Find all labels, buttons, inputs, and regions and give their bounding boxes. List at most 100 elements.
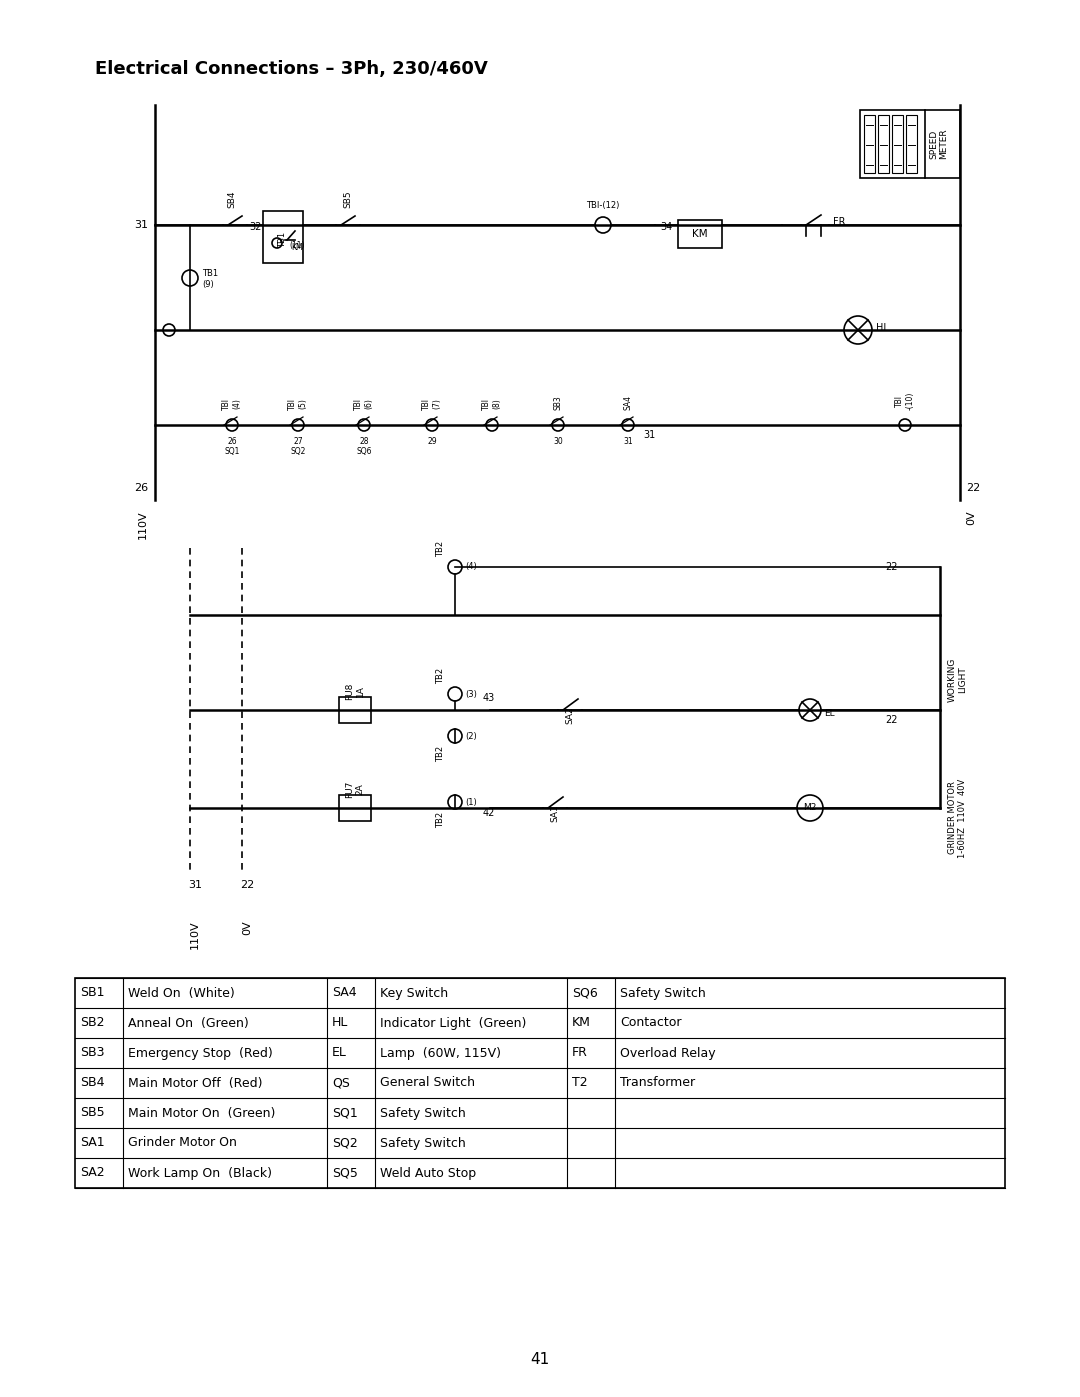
Text: SA1: SA1 bbox=[551, 805, 559, 821]
Text: SQ6: SQ6 bbox=[572, 986, 597, 999]
Text: SA1: SA1 bbox=[80, 1137, 105, 1150]
Text: TB2: TB2 bbox=[436, 541, 446, 557]
Text: Safety Switch: Safety Switch bbox=[620, 986, 705, 999]
Bar bbox=[678, 219, 723, 249]
Text: SB4: SB4 bbox=[228, 190, 237, 208]
Text: Main Motor Off  (Red): Main Motor Off (Red) bbox=[129, 1077, 262, 1090]
Text: SB3: SB3 bbox=[80, 1046, 105, 1059]
Text: TBI
(4): TBI (4) bbox=[222, 398, 242, 409]
Text: GRINDER MOTOR
1-60HZ  110V  40V: GRINDER MOTOR 1-60HZ 110V 40V bbox=[948, 778, 968, 858]
Text: (4): (4) bbox=[465, 563, 476, 571]
Text: EL: EL bbox=[332, 1046, 347, 1059]
Text: 41: 41 bbox=[530, 1352, 550, 1368]
Text: WORKING
LIGHT: WORKING LIGHT bbox=[948, 658, 968, 703]
Text: Weld On  (White): Weld On (White) bbox=[129, 986, 234, 999]
Text: Safety Switch: Safety Switch bbox=[380, 1106, 465, 1119]
Text: 27
SQ2: 27 SQ2 bbox=[291, 437, 306, 457]
Text: Safety Switch: Safety Switch bbox=[380, 1137, 465, 1150]
Text: HL: HL bbox=[876, 323, 889, 332]
Text: TBI
(8): TBI (8) bbox=[483, 398, 502, 409]
Text: 110V: 110V bbox=[190, 921, 200, 949]
Text: SQ1: SQ1 bbox=[332, 1106, 357, 1119]
Text: Overload Relay: Overload Relay bbox=[620, 1046, 716, 1059]
Text: (1): (1) bbox=[465, 798, 476, 806]
Text: (11): (11) bbox=[289, 242, 305, 250]
Text: 32: 32 bbox=[249, 222, 261, 232]
Text: (2): (2) bbox=[465, 732, 476, 740]
Text: 29: 29 bbox=[428, 437, 436, 446]
Text: QS: QS bbox=[332, 1077, 350, 1090]
Text: TBI-(12): TBI-(12) bbox=[586, 201, 620, 210]
Text: TB1: TB1 bbox=[279, 232, 287, 249]
Text: 31: 31 bbox=[134, 219, 148, 231]
Text: Main Motor On  (Green): Main Motor On (Green) bbox=[129, 1106, 275, 1119]
Text: 26
SQ1: 26 SQ1 bbox=[225, 437, 240, 457]
Text: 22: 22 bbox=[966, 483, 981, 493]
Text: TB2: TB2 bbox=[436, 812, 446, 828]
Text: 22: 22 bbox=[885, 562, 897, 571]
Bar bbox=[339, 795, 372, 821]
Text: 34: 34 bbox=[660, 222, 672, 232]
Text: Indicator Light  (Green): Indicator Light (Green) bbox=[380, 1017, 526, 1030]
Text: Weld Auto Stop: Weld Auto Stop bbox=[380, 1166, 476, 1179]
Text: Anneal On  (Green): Anneal On (Green) bbox=[129, 1017, 248, 1030]
Text: 42: 42 bbox=[483, 807, 496, 819]
Text: SA4: SA4 bbox=[623, 395, 633, 409]
Text: 30: 30 bbox=[553, 437, 563, 446]
Text: Lamp  (60W, 115V): Lamp (60W, 115V) bbox=[380, 1046, 501, 1059]
Bar bbox=[75, 978, 1005, 1187]
Text: 110V: 110V bbox=[138, 510, 148, 539]
Bar bbox=[892, 115, 903, 173]
Text: 0V: 0V bbox=[966, 510, 976, 525]
Text: SQ2: SQ2 bbox=[332, 1137, 357, 1150]
Text: SA2: SA2 bbox=[566, 707, 575, 724]
Bar bbox=[339, 697, 372, 724]
Text: 43: 43 bbox=[483, 693, 496, 703]
Text: KM: KM bbox=[291, 243, 302, 251]
Text: HL: HL bbox=[332, 1017, 349, 1030]
Text: EL: EL bbox=[824, 710, 835, 718]
Text: Work Lamp On  (Black): Work Lamp On (Black) bbox=[129, 1166, 272, 1179]
Text: TB2: TB2 bbox=[436, 746, 446, 763]
Text: General Switch: General Switch bbox=[380, 1077, 475, 1090]
Text: 22: 22 bbox=[885, 715, 897, 725]
Text: SQ5: SQ5 bbox=[332, 1166, 357, 1179]
Text: 26: 26 bbox=[134, 483, 148, 493]
Text: SPEED
METER: SPEED METER bbox=[929, 129, 948, 159]
Text: 31: 31 bbox=[623, 437, 633, 446]
Text: Emergency Stop  (Red): Emergency Stop (Red) bbox=[129, 1046, 273, 1059]
Text: SB5: SB5 bbox=[80, 1106, 105, 1119]
Text: FU8
1A: FU8 1A bbox=[346, 683, 365, 700]
Bar bbox=[864, 115, 875, 173]
Text: TBI
(7): TBI (7) bbox=[422, 398, 442, 409]
Bar bbox=[906, 115, 917, 173]
Text: Electrical Connections – 3Ph, 230/460V: Electrical Connections – 3Ph, 230/460V bbox=[95, 60, 488, 78]
Text: 22: 22 bbox=[240, 880, 254, 890]
Text: (3): (3) bbox=[465, 690, 477, 698]
Text: TBI
-(10): TBI -(10) bbox=[895, 391, 915, 409]
Text: TBI
(6): TBI (6) bbox=[354, 398, 374, 409]
Text: Transformer: Transformer bbox=[620, 1077, 696, 1090]
Text: SA4: SA4 bbox=[332, 986, 356, 999]
Bar bbox=[860, 110, 924, 177]
Text: T2: T2 bbox=[572, 1077, 588, 1090]
Bar bbox=[878, 115, 889, 173]
Text: TBI
(5): TBI (5) bbox=[288, 398, 308, 409]
Text: 31: 31 bbox=[643, 430, 656, 440]
Text: SA2: SA2 bbox=[80, 1166, 105, 1179]
Text: Contactor: Contactor bbox=[620, 1017, 681, 1030]
Text: SB5: SB5 bbox=[343, 190, 352, 208]
Text: SB4: SB4 bbox=[80, 1077, 105, 1090]
Text: Grinder Motor On: Grinder Motor On bbox=[129, 1137, 237, 1150]
Text: SB3: SB3 bbox=[554, 395, 563, 409]
Text: SB2: SB2 bbox=[80, 1017, 105, 1030]
Text: FR: FR bbox=[572, 1046, 588, 1059]
Text: TB1: TB1 bbox=[202, 268, 218, 278]
Text: KM: KM bbox=[692, 229, 707, 239]
Text: FU7
2A: FU7 2A bbox=[346, 781, 365, 798]
Text: TB2: TB2 bbox=[436, 668, 446, 685]
Text: SB1: SB1 bbox=[80, 986, 105, 999]
Text: 0V: 0V bbox=[242, 921, 252, 935]
Bar bbox=[264, 211, 303, 263]
Text: M2: M2 bbox=[804, 803, 816, 813]
